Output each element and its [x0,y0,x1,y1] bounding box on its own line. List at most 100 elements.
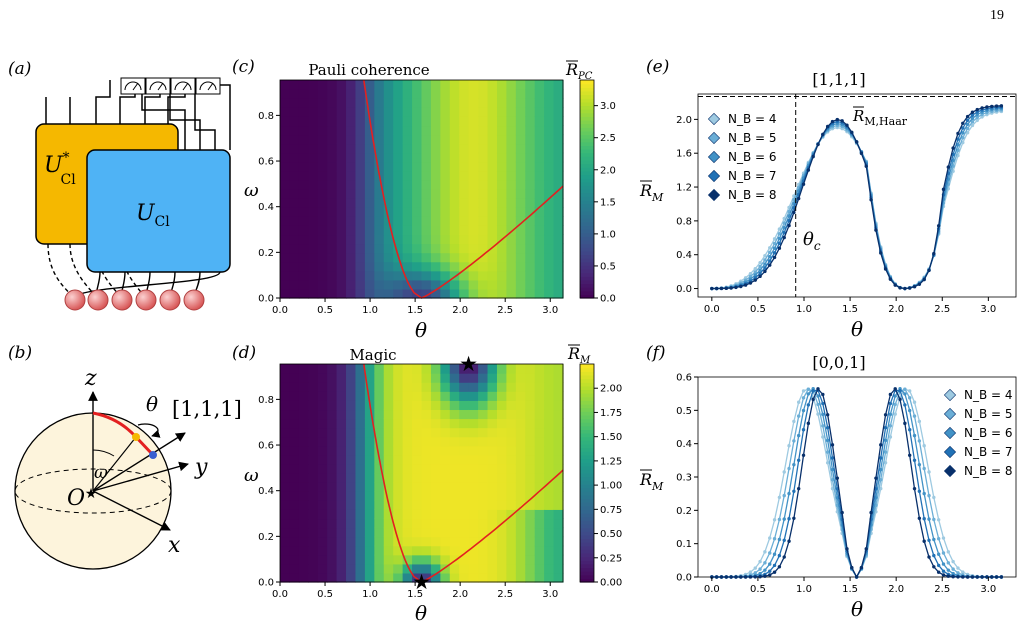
legend-entry: N_B = 4 [728,112,777,126]
heatmap-cell [506,536,517,547]
heatmap-cell [553,536,564,547]
heatmap-cell [525,80,536,90]
y-axis-label-e: RM [639,181,664,204]
heatmap-cell [440,391,451,401]
heatmap-cell [383,382,394,392]
heatmap-cell [355,234,366,245]
data-point [917,439,922,443]
heatmap-cell [506,98,517,108]
heatmap-cell [468,125,479,136]
heatmap-cell [421,400,432,411]
heatmap-cell [336,270,347,281]
colorbar-segment [580,101,594,107]
heatmap-cell [346,563,357,574]
heatmap-cell [487,427,498,438]
data-point [961,121,965,125]
legend-entry: N_B = 8 [728,188,777,202]
heatmap-cell [308,536,319,547]
heatmap-cell [346,134,357,145]
heatmap-cell [393,373,404,383]
heatmap-cell [496,261,507,272]
x-axis-label-d: θ [415,601,427,625]
heatmap-cell [534,198,545,208]
colorbar-segment [580,247,594,252]
data-point [782,470,786,474]
heatmap-cell [515,89,526,99]
heatmap-cell [430,179,441,190]
heatmap-cell [553,243,564,254]
heatmap-cell [534,382,545,392]
heatmap-cell [544,500,555,510]
heatmap-cell [496,134,507,145]
data-point [777,517,782,522]
data-point [903,286,907,291]
origin-label: O [67,486,85,511]
heatmap-cell [440,563,451,574]
colorbar-segment [580,203,594,208]
heatmap-cell [346,500,357,510]
heatmap-cell [459,400,470,411]
x-tick-label: 0.5 [317,305,333,316]
heatmap-cell [336,491,347,501]
data-point [908,396,912,400]
heatmap-cell [289,454,300,465]
heatmap-cell [506,500,517,510]
data-point [787,223,791,228]
heatmap-cell [440,409,451,420]
heatmap-cell [515,418,526,429]
data-point [879,486,883,491]
heatmap-cell [402,170,413,181]
heatmap-cell [553,400,564,411]
heatmap-cell [553,518,564,529]
heatmap-cell [468,270,479,281]
colorbar-segment [580,473,594,478]
heatmap-cell [487,436,498,447]
data-point [782,493,786,498]
data-point [796,414,801,418]
heatmap-cell [440,89,451,99]
heatmap-cell [496,436,507,447]
heatmap-cell [449,170,460,181]
heatmap-cell [364,270,375,281]
heatmap-cell [412,116,423,127]
data-point [840,510,844,515]
heatmap-cell [440,143,451,154]
heatmap-cell [298,500,309,510]
heatmap-cell [487,116,498,127]
heatmap-cell [393,572,404,583]
panel-label-d: (d) [232,343,256,363]
heatmap-cell [468,107,479,117]
heatmap-cell [440,189,451,199]
heatmap-cell [383,373,394,383]
heatmap-cell [553,143,564,154]
heatmap-cell [506,89,517,99]
colorbar-segment [580,542,594,547]
heatmap-cell [355,391,366,401]
data-point [777,565,782,569]
heatmap-cell [534,373,545,383]
heatmap-cell [468,152,479,163]
heatmap-cell [553,89,564,99]
heatmap-cell [478,427,489,438]
heatmap-cell [298,243,309,254]
heatmap-cell [336,382,347,392]
heatmap-cell [412,418,423,429]
heatmap-cell [374,409,385,420]
data-point [743,276,748,280]
heatmap-cell [459,288,470,299]
heatmap-cell [525,364,536,374]
heatmap-cell [355,382,366,392]
heatmap-cell [515,234,526,245]
colorbar-segment [580,192,594,197]
heatmap-cell [544,261,555,272]
data-point [796,196,801,201]
heatmap-cell [553,288,564,299]
heatmap-cell [327,243,338,254]
heatmap-cell [298,198,309,208]
heatmap-cell [308,98,319,108]
heatmap-cell [346,243,357,254]
heatmap-cell [346,179,357,190]
heatmap-cell [336,189,347,199]
heatmap-cell [506,427,517,438]
heatmap-cell [449,418,460,429]
